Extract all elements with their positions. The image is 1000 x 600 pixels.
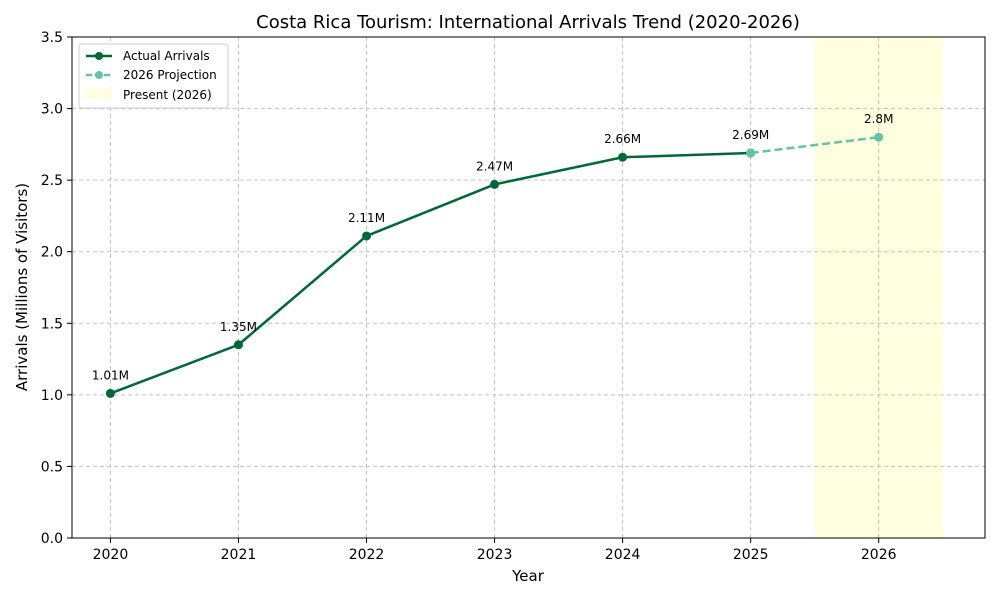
data-label: 2.69M [732,128,769,142]
data-label: 2.11M [348,211,385,225]
y-tick-label: 1.5 [41,316,63,332]
x-axis-title: Year [511,567,545,585]
data-label: 1.01M [92,368,129,382]
plot-area: 2020 2021 2022 2023 2024 2025 2026 0.0 0.5 1.0 1.5… [41,30,986,563]
x-tick-label: 2022 [349,547,385,563]
x-tick-label: 2020 [93,547,129,563]
data-label: 2.47M [476,159,513,173]
data-point-projection [874,132,884,142]
y-axis-title: Arrivals (Millions of Visitors) [13,183,31,391]
y-tick-label: 3.5 [41,30,63,46]
data-point-actual [105,388,115,398]
x-tick-label: 2024 [605,547,641,563]
series-line-projection [750,135,879,155]
legend-label-projection: 2026 Projection [123,68,217,82]
x-tick-label: 2026 [861,547,897,563]
x-tick-label: 2021 [221,547,257,563]
y-tick-label: 2.5 [41,173,63,189]
present-highlight-band [814,37,943,538]
legend-box [78,43,229,109]
x-tick-label: 2025 [733,547,769,563]
data-point-actual [233,340,243,350]
data-point-actual [618,152,628,162]
data-label: 1.35M [220,320,257,334]
legend-label-present: Present (2026) [123,88,212,102]
y-tick-label: 3.0 [41,102,63,118]
data-point-projection [746,148,756,158]
legend-marker-actual [95,52,103,60]
chart-title: Costa Rica Tourism: International Arriva… [256,12,800,33]
x-tick-label: 2023 [477,547,513,563]
legend-swatch-present [86,89,112,99]
y-tick-label: 2.0 [41,245,63,261]
data-point-actual [362,231,372,241]
data-point-actual [490,179,500,189]
plot-frame [71,36,986,539]
y-tick-label: 1.0 [41,388,63,404]
legend-marker-projection [95,71,103,79]
legend: Actual Arrivals 2026 Projection Present … [78,43,229,109]
series-line-actual [109,151,751,395]
data-label: 2.66M [604,132,641,146]
legend-label-actual: Actual Arrivals [123,49,210,63]
data-label: 2.8M [864,112,893,126]
y-tick-label: 0.0 [41,531,63,547]
y-tick-label: 0.5 [41,459,63,475]
